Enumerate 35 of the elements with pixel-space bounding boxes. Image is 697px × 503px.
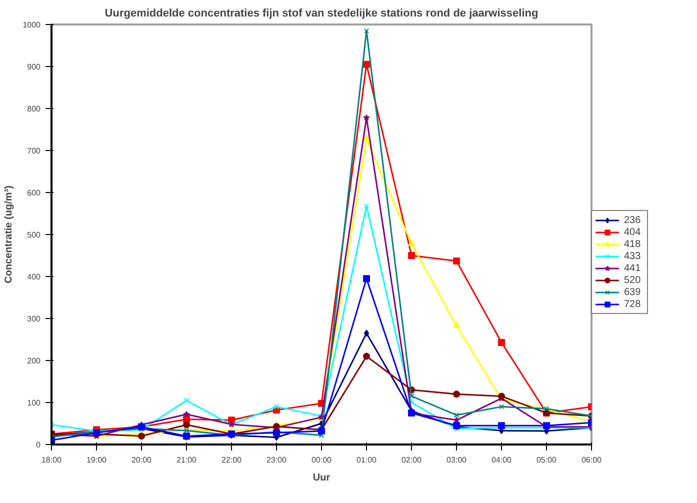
x-tick-label: 20:00 — [131, 456, 152, 464]
legend-label: 639 — [624, 286, 642, 298]
legend-label: 520 — [624, 274, 642, 286]
chart-title: Uurgemiddelde concentraties fijn stof van stedelijke stations rond de jaarwisseling — [104, 8, 538, 20]
legend-label: 418 — [624, 238, 642, 250]
y-tick-label: 1000 — [22, 20, 42, 30]
legend-label: 236 — [624, 214, 642, 226]
legend-label: 404 — [624, 226, 642, 238]
x-tick-label: 04:00 — [491, 456, 512, 464]
x-tick-label: 21:00 — [176, 456, 198, 464]
y-tick-label: 100 — [27, 398, 42, 408]
y-tick-label: 500 — [27, 230, 42, 240]
y-tick-label: 900 — [27, 62, 42, 72]
y-tick-label: 700 — [27, 146, 42, 156]
y-tick-label: 200 — [27, 356, 42, 366]
y-tick-label: 400 — [27, 272, 42, 282]
y-tick-label: 600 — [27, 188, 42, 198]
legend-label: 433 — [624, 250, 642, 262]
y-tick-label: 800 — [27, 104, 42, 114]
y-tick-label: 300 — [27, 314, 42, 324]
x-tick-label: 19:00 — [86, 456, 108, 464]
x-tick-label: 06:00 — [581, 456, 602, 464]
y-tick-label: 0 — [36, 440, 42, 450]
x-tick-label: 05:00 — [536, 456, 558, 464]
x-tick-label: 22:00 — [221, 456, 242, 464]
x-tick-label: 01:00 — [356, 456, 378, 464]
x-tick-label: 18:00 — [41, 456, 62, 464]
y-axis-title: Concentratie (ug/m³) — [4, 186, 15, 284]
x-tick-label: 03:00 — [446, 456, 468, 464]
x-axis-title: Uur — [312, 472, 330, 484]
x-tick-label: 02:00 — [401, 456, 422, 464]
x-tick-label: 23:00 — [266, 456, 288, 464]
legend-label: 728 — [624, 298, 642, 310]
legend-label: 441 — [624, 262, 642, 274]
x-tick-label: 00:00 — [311, 456, 332, 464]
